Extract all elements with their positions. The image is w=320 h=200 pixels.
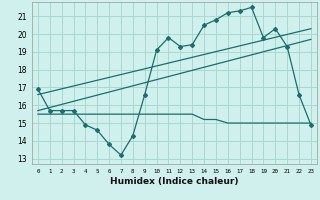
X-axis label: Humidex (Indice chaleur): Humidex (Indice chaleur)	[110, 177, 239, 186]
